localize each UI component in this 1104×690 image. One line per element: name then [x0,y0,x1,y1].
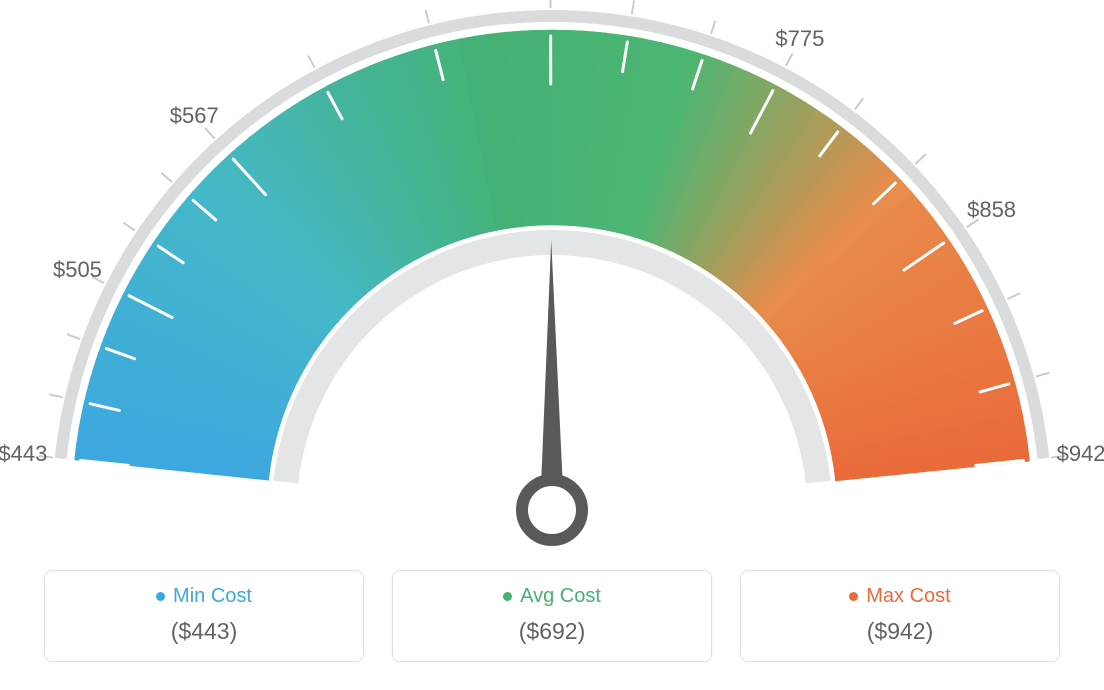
legend-label-min: Min Cost [173,585,252,608]
gauge-tick-label: $567 [170,103,219,129]
legend-box-min: Min Cost ($443) [44,570,364,662]
legend-title-min: Min Cost [156,585,252,608]
gauge-tick-label: $505 [53,257,102,283]
gauge-tick-label: $443 [0,441,47,467]
legend-title-max: Max Cost [849,585,950,608]
gauge-tick-label: $775 [775,26,824,52]
legend-box-avg: Avg Cost ($692) [392,570,712,662]
legend-row: Min Cost ($443) Avg Cost ($692) Max Cost… [0,570,1104,662]
legend-label-max: Max Cost [866,585,950,608]
legend-value-max: ($942) [751,618,1049,645]
legend-value-min: ($443) [55,618,353,645]
dot-min [156,592,165,601]
legend-label-avg: Avg Cost [520,585,601,608]
gauge-svg [0,0,1104,560]
gauge-tick-label: $858 [967,197,1016,223]
gauge-tick-label: $942 [1057,441,1104,467]
dot-max [849,592,858,601]
dot-avg [503,592,512,601]
legend-box-max: Max Cost ($942) [740,570,1060,662]
legend-value-avg: ($692) [403,618,701,645]
legend-title-avg: Avg Cost [503,585,601,608]
gauge-chart: $443$505$567$692$775$858$942 [0,0,1104,560]
